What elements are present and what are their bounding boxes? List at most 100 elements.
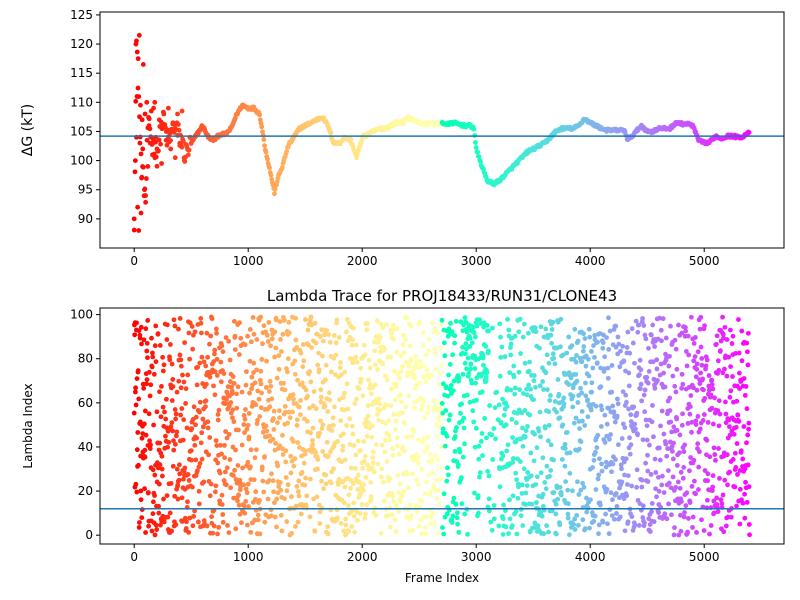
data-point xyxy=(675,479,681,485)
data-point xyxy=(198,440,204,446)
data-point xyxy=(462,360,468,366)
data-point xyxy=(557,344,563,350)
data-point xyxy=(471,126,477,132)
data-point xyxy=(540,379,546,384)
data-point xyxy=(537,409,543,415)
data-point xyxy=(254,337,260,342)
data-point xyxy=(399,493,405,498)
data-point xyxy=(147,446,153,451)
data-point xyxy=(508,341,514,347)
data-point xyxy=(272,514,278,520)
data-point xyxy=(209,316,215,322)
data-point xyxy=(522,434,528,440)
data-point xyxy=(414,509,420,515)
data-point xyxy=(386,418,392,423)
data-point xyxy=(434,495,440,501)
data-point xyxy=(276,353,282,359)
data-point xyxy=(278,336,283,342)
data-point xyxy=(458,410,463,416)
data-point xyxy=(562,446,568,451)
data-point xyxy=(561,395,567,401)
data-point xyxy=(605,521,610,527)
data-point xyxy=(671,424,677,430)
data-point xyxy=(522,360,528,366)
data-point xyxy=(710,421,716,427)
data-point xyxy=(466,371,472,376)
data-point xyxy=(678,528,684,534)
data-point xyxy=(283,475,289,480)
data-point xyxy=(139,341,144,347)
data-point xyxy=(574,512,580,518)
data-point xyxy=(440,426,446,432)
data-point xyxy=(323,377,328,383)
data-point xyxy=(425,444,430,450)
data-point xyxy=(344,381,350,387)
data-point xyxy=(710,473,716,479)
data-point xyxy=(361,439,367,444)
data-point xyxy=(492,405,498,411)
data-point xyxy=(316,350,322,356)
data-point xyxy=(569,343,575,349)
data-point xyxy=(324,439,330,445)
data-point xyxy=(566,532,572,538)
data-point xyxy=(676,322,681,328)
data-point xyxy=(233,526,239,532)
data-point xyxy=(434,477,439,483)
data-point xyxy=(338,372,344,378)
data-point xyxy=(241,482,246,488)
data-point xyxy=(391,412,397,417)
data-point xyxy=(520,425,525,431)
data-point xyxy=(667,395,673,401)
data-point xyxy=(236,352,242,357)
data-point xyxy=(667,408,673,413)
data-point xyxy=(402,448,407,454)
data-point xyxy=(560,422,566,428)
data-point xyxy=(222,469,228,475)
data-point xyxy=(211,383,216,389)
data-point xyxy=(698,344,704,350)
data-point xyxy=(329,369,334,375)
data-point xyxy=(215,417,221,423)
data-point xyxy=(668,419,674,425)
data-point xyxy=(170,384,176,390)
bottom-chart-points xyxy=(131,314,752,538)
data-point xyxy=(291,463,297,469)
data-point xyxy=(627,350,633,356)
data-point xyxy=(208,481,214,487)
data-point xyxy=(441,531,447,537)
data-point xyxy=(734,398,740,404)
data-point xyxy=(303,387,309,393)
data-point xyxy=(734,441,740,446)
data-point xyxy=(257,498,262,503)
data-point xyxy=(595,476,601,482)
x-tick-label: 0 xyxy=(130,254,138,268)
data-point xyxy=(138,488,144,494)
data-point xyxy=(345,406,351,412)
data-point xyxy=(597,502,603,508)
data-point xyxy=(310,442,316,448)
data-point xyxy=(609,389,615,395)
data-point xyxy=(354,359,360,365)
data-point xyxy=(159,384,164,389)
data-point xyxy=(634,410,640,416)
data-point xyxy=(294,484,300,489)
data-point xyxy=(148,382,154,388)
data-point xyxy=(369,391,374,397)
data-point xyxy=(599,461,604,467)
data-point xyxy=(696,449,702,455)
data-point xyxy=(298,398,304,403)
data-point xyxy=(154,146,160,152)
data-point xyxy=(651,434,656,440)
data-point xyxy=(132,332,138,338)
data-point xyxy=(189,457,194,463)
data-point xyxy=(347,442,353,447)
data-point xyxy=(343,329,349,335)
data-point xyxy=(725,482,730,488)
data-point xyxy=(344,423,349,428)
data-point xyxy=(359,502,365,507)
data-point xyxy=(700,418,706,423)
data-point xyxy=(151,371,157,377)
data-point xyxy=(342,484,348,490)
data-point xyxy=(173,433,179,439)
